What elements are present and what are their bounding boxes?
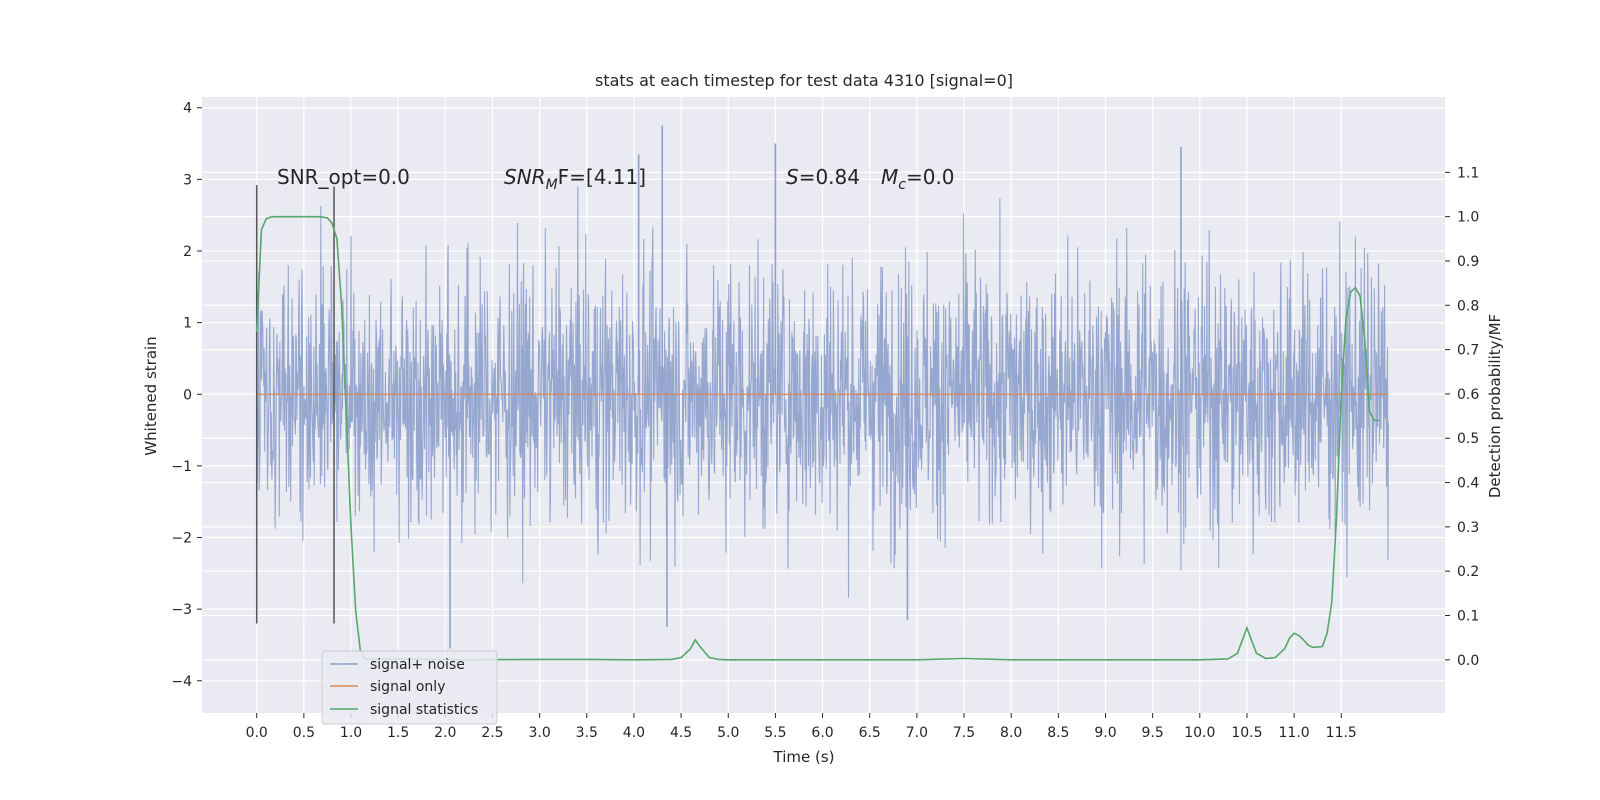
y-axis-ticks: 4 3 2 1 0 −1 −2 −3 −4 — [171, 101, 202, 690]
y2-axis-ticks: 1.1 1.0 0.9 0.8 0.7 0.6 0.5 0.4 0.3 0.2 0.1 0.0 — [1445, 165, 1479, 669]
y-tick-label: −1 — [171, 459, 192, 475]
x-tick-label: 0.0 — [246, 725, 268, 741]
annotation-mc-sub: c — [898, 177, 906, 193]
x-tick-label: 6.0 — [811, 725, 833, 741]
signal-noise-series — [256, 125, 1389, 649]
annotation-s-var: S — [786, 165, 799, 189]
annotation-mc-var: M — [881, 165, 898, 189]
x-tick-label: 9.5 — [1142, 725, 1164, 741]
legend-label-signal-only: signal only — [370, 679, 445, 695]
y-tick-label: 1 — [183, 316, 192, 332]
y2-tick-label: 1.1 — [1457, 165, 1479, 181]
y2-tick-label: 1.0 — [1457, 210, 1479, 226]
y2-tick-label: 0.3 — [1457, 520, 1479, 536]
annotation-snr-mf-sub: M — [546, 177, 558, 193]
vertical-markers — [255, 185, 335, 624]
y2-tick-label: 0.1 — [1457, 609, 1479, 625]
y-tick-label: 2 — [183, 244, 192, 260]
x-tick-label: 8.0 — [1000, 725, 1022, 741]
y-tick-label: −2 — [171, 531, 192, 547]
x-tick-label: 4.5 — [670, 725, 692, 741]
x-tick-label: 3.5 — [576, 725, 598, 741]
legend-label-signal-statistics: signal statistics — [370, 702, 478, 718]
y2-tick-label: 0.2 — [1457, 564, 1479, 580]
x-tick-label: 1.5 — [387, 725, 409, 741]
y-tick-label: 4 — [183, 101, 192, 117]
x-tick-label: 11.5 — [1326, 725, 1357, 741]
y-axis-label: Whitened strain — [142, 336, 160, 455]
annotation-s-value: =0.84 — [799, 165, 860, 189]
y2-tick-label: 0.4 — [1457, 476, 1479, 492]
x-tick-label: 1.0 — [340, 725, 362, 741]
x-tick-label: 9.0 — [1094, 725, 1116, 741]
y-tick-label: 0 — [183, 387, 192, 403]
y2-tick-label: 0.6 — [1457, 387, 1479, 403]
x-tick-label: 5.0 — [717, 725, 739, 741]
x-tick-label: 10.0 — [1184, 725, 1215, 741]
x-tick-label: 11.0 — [1279, 725, 1310, 741]
x-tick-label: 0.5 — [293, 725, 315, 741]
x-tick-label: 6.5 — [859, 725, 881, 741]
signal-statistics-line — [255, 215, 1379, 661]
grid-lines — [202, 97, 1445, 713]
y-tick-label: −3 — [171, 602, 192, 618]
x-tick-label: 4.0 — [623, 725, 645, 741]
legend-box — [321, 650, 498, 725]
x-axis-ticks: 0.0 0.5 1.0 1.5 2.0 2.5 3.0 3.5 4.0 4.5 5.0 5.5 6.0 6… — [246, 713, 1357, 741]
y-tick-label: −4 — [171, 674, 192, 690]
x-tick-label: 8.5 — [1047, 725, 1069, 741]
annotation-s: S=0.84 — [786, 165, 860, 189]
y-tick-label: 3 — [183, 172, 192, 188]
chart-title: stats at each timestep for test data 431… — [595, 71, 1013, 90]
y2-tick-label: 0.9 — [1457, 254, 1479, 270]
x-tick-label: 3.0 — [528, 725, 550, 741]
x-tick-label: 2.5 — [481, 725, 503, 741]
annotation-snr-mf-rest: F=[4.11] — [558, 165, 646, 189]
y2-tick-label: 0.0 — [1457, 653, 1479, 669]
y2-axis-label: Detection probability/MF — [1486, 314, 1504, 498]
x-tick-label: 10.5 — [1231, 725, 1262, 741]
x-tick-label: 2.0 — [434, 725, 456, 741]
legend-label-signal-noise: signal+ noise — [370, 657, 465, 673]
annotation-mc-value: =0.0 — [906, 165, 955, 189]
y2-tick-label: 0.5 — [1457, 431, 1479, 447]
signal-noise-trace — [256, 186, 1389, 598]
annotation-mc: Mc=0.0 — [881, 165, 955, 193]
annotation-snr-mf: SNRMF=[4.11] — [504, 165, 646, 193]
x-tick-label: 7.0 — [906, 725, 928, 741]
annotation-snr-opt: SNR_opt=0.0 — [277, 165, 410, 189]
x-axis-label: Time (s) — [773, 748, 835, 766]
y2-tick-label: 0.7 — [1457, 343, 1479, 359]
legend: signal+ noise signal only signal statist… — [321, 650, 498, 725]
annotation-snr-mf-main: SNR — [504, 165, 546, 189]
x-tick-label: 5.5 — [764, 725, 786, 741]
x-tick-label: 7.5 — [953, 725, 975, 741]
y2-tick-label: 0.8 — [1457, 298, 1479, 314]
